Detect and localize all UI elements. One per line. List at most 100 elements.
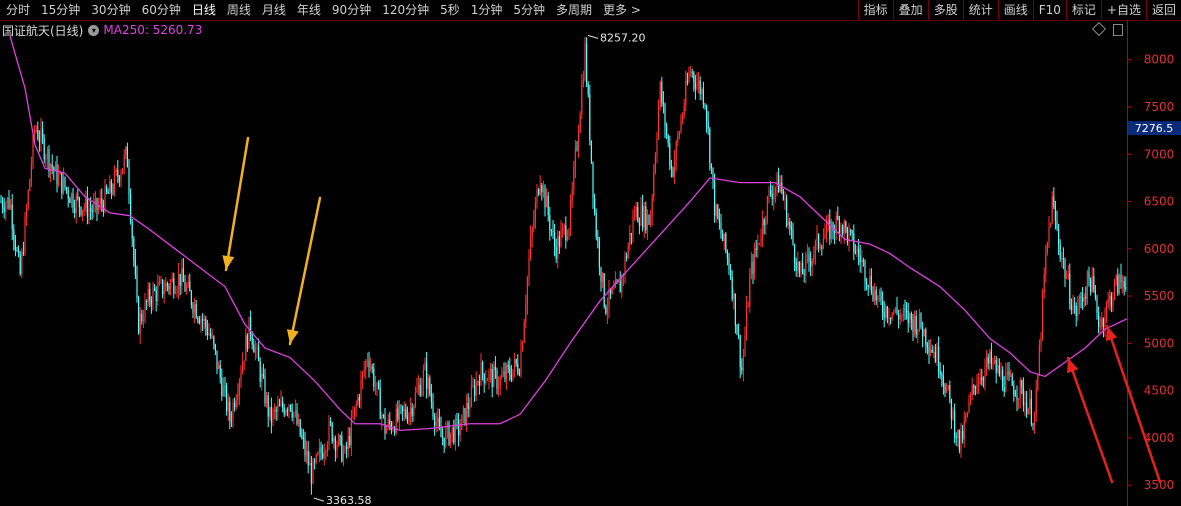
candle-body-874 (86, 196, 88, 217)
candle-body-3514 (350, 417, 352, 446)
toolbar-button-5[interactable]: F10 (1032, 0, 1066, 20)
candle-body-570 (56, 164, 58, 185)
candle-body-5354 (534, 203, 536, 221)
candle-body-282 (27, 190, 29, 209)
toolbar-button-3[interactable]: 统计 (962, 0, 998, 20)
candle-body-1946 (194, 303, 196, 313)
candle-body-6762 (675, 141, 677, 161)
candle-body-986 (98, 205, 100, 210)
candle-body-9514 (950, 398, 952, 419)
tab-period-2[interactable]: 30分钟 (91, 3, 131, 17)
candle-body-10682 (1067, 273, 1069, 278)
toolbar-button-8[interactable]: 返回 (1145, 0, 1181, 20)
candle-body-362 (35, 129, 37, 131)
candle-body-3834 (382, 414, 384, 416)
candle-body-4298 (429, 377, 431, 394)
candle-body-8042 (803, 274, 805, 276)
candle-body-10378 (1037, 375, 1039, 390)
candle-body-4730 (472, 385, 474, 387)
candle-body-1402 (139, 313, 141, 334)
candle-body-7434 (742, 355, 744, 371)
toolbar-button-7[interactable]: +自选 (1100, 0, 1146, 20)
candle-body-7130 (712, 168, 714, 181)
tab-period-0[interactable]: 分时 (6, 3, 31, 17)
candle-body-650 (64, 176, 66, 188)
candle-body-762 (75, 196, 77, 214)
candle-body-4330 (432, 401, 434, 416)
tab-period-7[interactable]: 年线 (296, 3, 321, 17)
tab-period-1[interactable]: 15分钟 (41, 3, 81, 17)
candle-body-8186 (818, 234, 820, 248)
toolbar-button-4[interactable]: 画线 (997, 0, 1033, 20)
tab-period-4[interactable]: 日线 (191, 3, 216, 17)
candle-body-74 (6, 197, 8, 204)
candle-body-4122 (411, 407, 413, 417)
candle-body-4426 (442, 437, 444, 439)
dropdown-icon[interactable]: ▾ (88, 24, 100, 36)
candle-body-9626 (962, 430, 964, 440)
tab-period-13[interactable]: 多周期 (556, 3, 593, 17)
candle-body-5946 (594, 197, 596, 214)
candle-body-3354 (334, 438, 336, 451)
candlestick-chart[interactable]: 3500 4000 4500 5000 5500 6000 6500 7000 7500 8000… (0, 20, 1181, 506)
candle-body-10538 (1053, 196, 1055, 207)
candle-body-10490 (1048, 227, 1050, 243)
candle-body-2986 (298, 419, 300, 425)
toolbar-button-1[interactable]: 叠加 (892, 0, 928, 20)
candle-body-10074 (1006, 371, 1008, 374)
candle-body-6954 (694, 81, 696, 89)
candle-body-8554 (854, 251, 856, 253)
candle-body-1530 (152, 288, 154, 305)
candle-body-6298 (629, 233, 631, 246)
tab-period-8[interactable]: 90分钟 (331, 3, 372, 17)
tab-period-10[interactable]: 5秒 (440, 3, 460, 17)
candle-body-3450 (344, 446, 346, 452)
tab-period-11[interactable]: 1分钟 (470, 3, 503, 17)
candle-body-2026 (202, 319, 204, 321)
tab-period-14[interactable]: 更多 > (603, 3, 641, 17)
candle-body-1194 (118, 176, 120, 182)
candle-body-9770 (976, 384, 978, 389)
candle-body-7770 (776, 174, 778, 188)
candle-body-5770 (576, 148, 578, 150)
candle-body-4938 (493, 366, 495, 388)
candle-body-10714 (1070, 304, 1072, 311)
toolbar-button-2[interactable]: 多股 (927, 0, 963, 20)
candle-body-6106 (610, 288, 612, 294)
candle-body-11178 (1117, 275, 1119, 294)
candle-body-2138 (213, 336, 215, 345)
tab-period-5[interactable]: 周线 (226, 3, 251, 17)
candle-body-7882 (787, 221, 789, 226)
candle-body-11258 (1125, 287, 1127, 290)
candle-body-2410 (240, 373, 242, 381)
candle-body-3130 (312, 461, 314, 484)
tab-period-3[interactable]: 60分钟 (141, 3, 181, 17)
tab-period-6[interactable]: 月线 (261, 3, 286, 17)
candle-body-4282 (427, 377, 429, 389)
panel-icon[interactable] (1113, 24, 1123, 36)
candle-body-2458 (245, 335, 247, 361)
candle-body-3802 (379, 388, 381, 420)
candle-body-1642 (163, 290, 165, 295)
candle-body-1114 (110, 181, 112, 192)
candle-body-6890 (688, 72, 690, 83)
candle-body-5098 (509, 366, 511, 376)
candle-body-9866 (986, 357, 988, 368)
tab-period-12[interactable]: 5分钟 (513, 3, 546, 17)
candle-body-4826 (482, 362, 484, 374)
candle-body-6426 (642, 205, 644, 228)
candle-body-4634 (462, 408, 464, 415)
tab-period-9[interactable]: 120分钟 (382, 3, 430, 17)
toolbar-button-0[interactable]: 指标 (857, 0, 893, 20)
candle-body-3210 (320, 447, 322, 453)
candle-body-8570 (856, 248, 858, 253)
candle-body-314 (30, 164, 32, 180)
candle-body-10426 (1042, 292, 1044, 338)
candle-body-2474 (246, 335, 248, 349)
toolbar-button-6[interactable]: 标记 (1065, 0, 1101, 20)
candle-body-9290 (928, 347, 930, 353)
candle-body-3466 (346, 446, 348, 450)
candle-body-5370 (536, 189, 538, 204)
candle-body-8522 (851, 230, 853, 234)
candle-body-6970 (696, 83, 698, 89)
